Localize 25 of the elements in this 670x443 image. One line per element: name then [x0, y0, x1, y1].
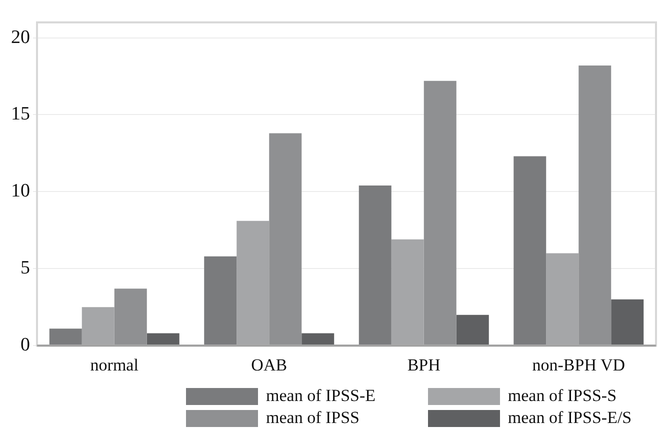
legend-label: mean of IPSS-E/S: [508, 408, 632, 428]
bar: [146, 333, 180, 346]
y-tick-label: 15: [11, 104, 30, 125]
bar: [514, 156, 546, 346]
bar: [49, 328, 82, 346]
y-tick-label: 10: [11, 180, 30, 202]
y-tick-label: 5: [20, 258, 30, 279]
bar: [114, 288, 147, 346]
bar: [456, 314, 489, 346]
legend-label: mean of IPSS-S: [508, 386, 617, 406]
bar: [424, 80, 456, 346]
x-tick-label: OAB: [251, 355, 288, 374]
x-tick-label: non-BPH VD: [532, 355, 625, 374]
bar: [204, 256, 237, 346]
x-tick-label: normal: [90, 355, 139, 374]
y-tick-label: 20: [11, 26, 30, 48]
legend-label: mean of IPSS: [266, 408, 360, 428]
bar: [269, 133, 302, 346]
bar: [358, 186, 392, 346]
y-tick-label: 0: [20, 334, 30, 356]
bar: [578, 65, 612, 346]
bar: [302, 333, 334, 346]
bar: [611, 299, 644, 346]
x-tick-label: BPH: [407, 355, 440, 374]
legend-label: mean of IPSS-E: [266, 386, 376, 406]
